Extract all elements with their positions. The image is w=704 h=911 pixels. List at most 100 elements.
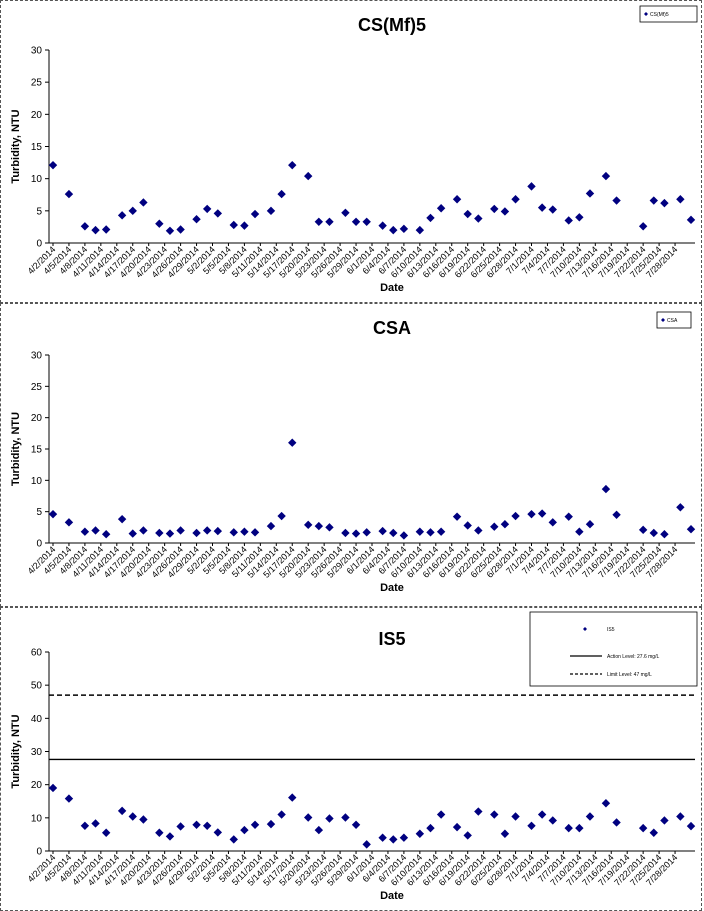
data-point <box>548 816 557 825</box>
y-axis-label: Turbidity, NTU <box>10 109 22 183</box>
data-point <box>48 509 58 519</box>
data-point <box>351 529 361 538</box>
data-point <box>240 825 249 835</box>
data-point <box>314 825 324 835</box>
data-point <box>399 224 409 234</box>
data-point <box>128 529 137 538</box>
data-point <box>500 520 510 529</box>
data-point <box>500 207 510 216</box>
data-point <box>288 160 297 170</box>
legend-label: Action Level: 27.6 mg/L <box>607 654 659 660</box>
data-point <box>474 214 483 223</box>
data-point <box>202 204 212 214</box>
data-point <box>304 813 313 822</box>
data-point <box>436 810 446 819</box>
data-point <box>389 528 398 538</box>
legend-label: IS5 <box>607 627 615 633</box>
data-point <box>649 196 658 205</box>
data-point <box>585 812 595 821</box>
data-point <box>101 530 111 539</box>
chart-panel-is5: IS5 0 10 20 30 40 50 60 Turbidity, NTU 4/2/2014 4/… <box>0 607 702 911</box>
data-point <box>277 189 286 199</box>
data-point <box>426 213 435 223</box>
y-tick-label: 15 <box>31 142 43 153</box>
y-tick-label: 25 <box>31 382 43 393</box>
data-point <box>548 205 557 214</box>
y-tick-label: 30 <box>31 46 43 57</box>
data-point <box>511 511 520 521</box>
data-point <box>389 225 398 235</box>
data-point <box>266 206 276 216</box>
data-point <box>474 807 483 816</box>
data-point <box>351 217 361 226</box>
y-axis-label: Turbidity, NTU <box>10 412 22 486</box>
data-point <box>266 819 276 829</box>
data-point <box>676 195 685 204</box>
y-tick-label: 0 <box>36 847 42 858</box>
data-point <box>585 189 595 198</box>
data-point <box>176 526 185 535</box>
data-point <box>202 821 212 830</box>
data-point <box>564 512 573 521</box>
data-point <box>537 810 547 819</box>
data-point <box>399 833 409 842</box>
data-point <box>585 520 595 529</box>
y-tick-label: 0 <box>36 539 42 550</box>
data-point <box>527 182 536 191</box>
data-point <box>277 810 286 819</box>
data-point <box>426 528 435 537</box>
data-point <box>80 821 90 830</box>
data-point <box>564 216 573 225</box>
data-point <box>649 528 658 538</box>
data-point <box>165 226 175 235</box>
data-point <box>139 815 148 824</box>
data-point <box>117 211 127 220</box>
data-point <box>250 820 260 829</box>
legend-box <box>529 611 698 687</box>
data-point <box>117 514 127 524</box>
data-point <box>463 521 472 530</box>
y-tick-label: 5 <box>36 206 42 217</box>
data-point <box>155 219 164 228</box>
data-point <box>192 820 201 829</box>
data-point <box>660 816 669 825</box>
data-point <box>155 828 164 837</box>
data-point <box>288 438 297 447</box>
data-point <box>341 528 350 538</box>
legend-box <box>656 311 692 329</box>
legend-marker <box>661 318 665 322</box>
data-point <box>463 831 472 840</box>
y-tick-label: 25 <box>31 78 43 89</box>
data-point <box>436 527 446 536</box>
chart-title: CS(Mf)5 <box>358 15 426 35</box>
data-point <box>139 526 148 535</box>
data-point <box>325 523 334 532</box>
y-axis-label: Turbidity, NTU <box>10 714 22 788</box>
y-tick-label: 20 <box>31 413 43 424</box>
data-point <box>128 206 137 216</box>
x-axis-label: Date <box>380 890 404 902</box>
chart-panel-csmf5: CS(Mf)5 0 5 10 15 20 25 30 Turbidity, NTU 4/2/201… <box>0 0 702 303</box>
data-point <box>341 813 350 822</box>
data-point <box>213 526 223 536</box>
data-point <box>165 529 175 538</box>
data-point <box>91 526 100 535</box>
data-point <box>537 203 547 212</box>
x-axis-label: Date <box>380 582 404 594</box>
data-point <box>612 818 621 827</box>
data-point <box>575 823 584 833</box>
data-point <box>101 225 111 234</box>
data-point <box>511 812 520 821</box>
y-tick-label: 0 <box>36 239 42 250</box>
data-point <box>325 814 334 823</box>
y-tick-label: 50 <box>31 681 43 692</box>
data-point <box>612 196 621 205</box>
data-point <box>649 828 658 837</box>
data-point <box>686 525 696 534</box>
y-tick-label: 15 <box>31 445 43 456</box>
data-point <box>575 527 584 536</box>
data-point <box>436 204 446 213</box>
data-point <box>64 794 74 803</box>
